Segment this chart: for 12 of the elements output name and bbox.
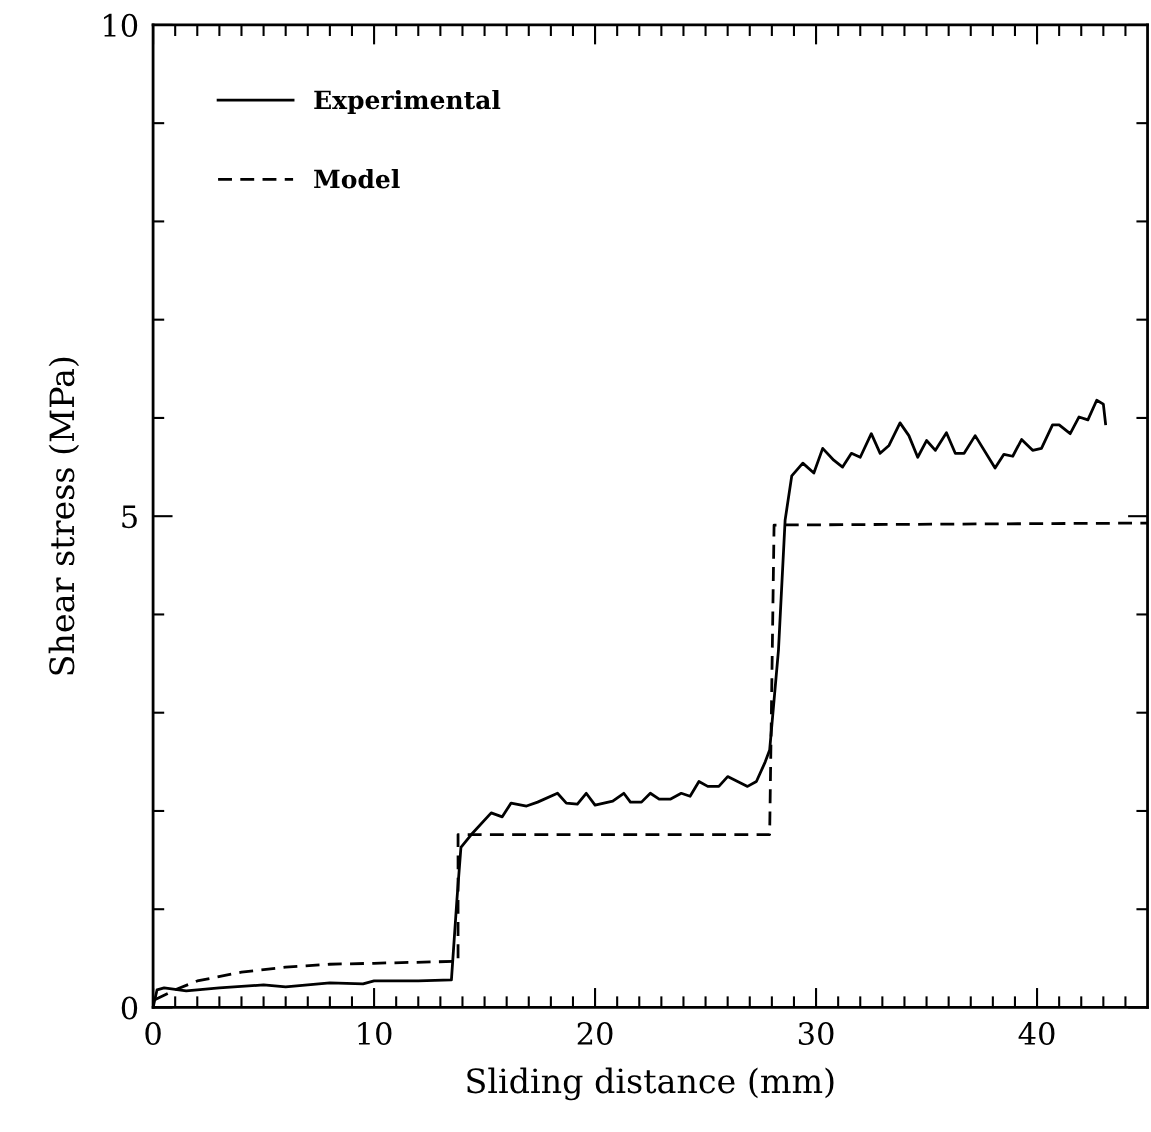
legend-label: Experimental <box>314 89 501 115</box>
y-tick-label: 0 <box>121 996 138 1020</box>
y-axis-title: Shear stress (MPa) <box>48 357 80 675</box>
x-tick-label: 10 <box>358 1021 392 1046</box>
x-tick-label: 20 <box>577 1021 613 1046</box>
y-tick-label: 10 <box>104 13 138 37</box>
x-tick-label: 40 <box>1018 1021 1055 1046</box>
x-tick-label: 30 <box>798 1021 834 1046</box>
y-tick-label: 5 <box>122 505 137 529</box>
legend-label: Model <box>314 169 400 189</box>
x-axis-title: Sliding distance (mm) <box>467 1067 834 1101</box>
x-tick-label: 0 <box>145 1021 161 1046</box>
